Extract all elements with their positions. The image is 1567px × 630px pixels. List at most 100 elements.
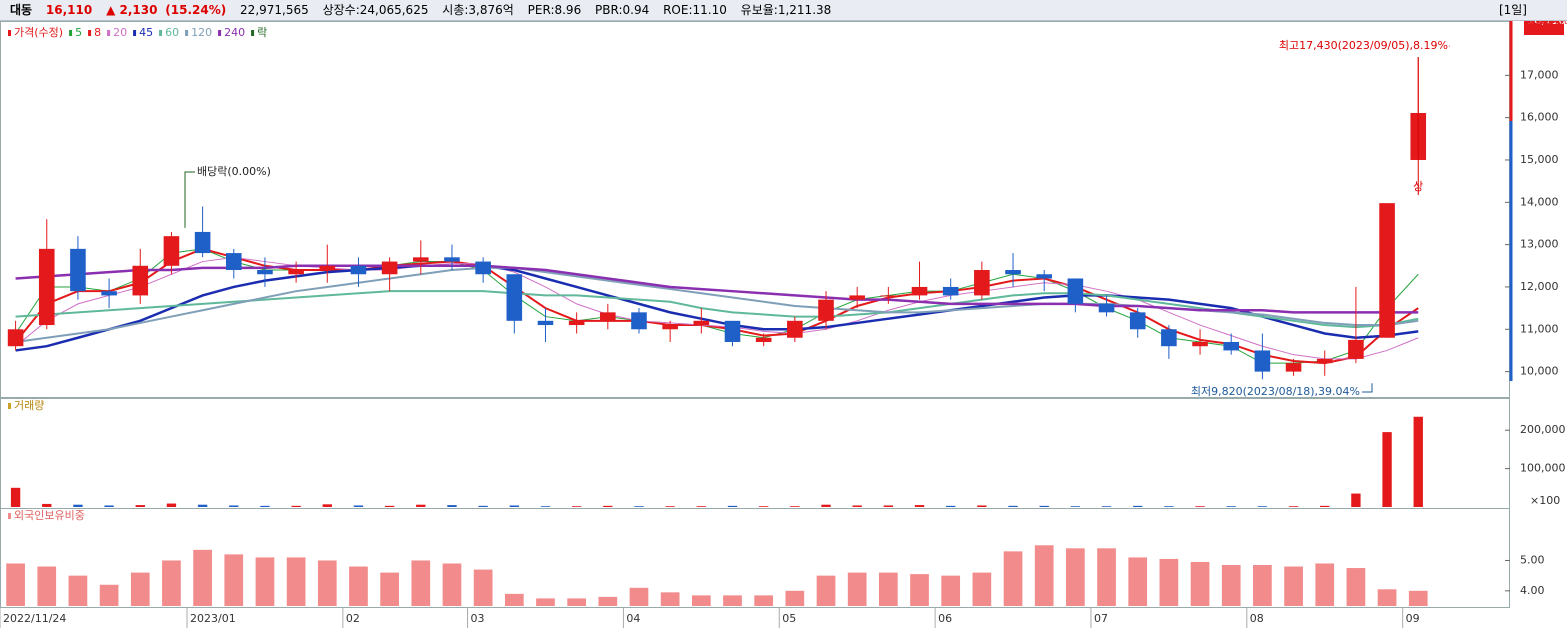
price-pane [0,21,1510,398]
bar [785,590,805,606]
candle-body [1005,270,1021,275]
bar [790,506,800,507]
bar [10,487,21,507]
candle-body [475,261,491,275]
candle-body [974,270,990,296]
bar [754,595,774,606]
bar [816,575,836,606]
legend-swatch [133,30,137,36]
x-tick-label: 02 [346,612,360,625]
bar [1377,589,1397,606]
candle-body [319,265,336,271]
y-tick-label: 5.00 [1520,553,1545,566]
bar [1226,506,1236,507]
x-tick-label: 08 [1250,612,1264,625]
bar [416,504,426,507]
bar [1257,506,1268,507]
bar [727,505,738,507]
bar [1128,557,1148,606]
bar [571,506,582,507]
legend-swatch [107,30,111,36]
unit-label: ×100 [1530,494,1560,507]
pbr: PBR:0.94 [595,3,650,17]
x-tick-label: 04 [626,612,640,625]
bar [1288,506,1299,507]
bar [1039,505,1049,507]
y-tick-label: 11,000 [1520,322,1559,335]
candle-body [724,320,741,342]
bar [68,575,88,606]
candle-body [194,231,211,254]
volume-pane [0,398,1510,509]
legend-swatch [185,30,189,36]
bar [1221,565,1241,606]
ma-line [14,247,1419,365]
candle-body [413,257,429,262]
candle-body [1316,358,1333,364]
bar [229,505,239,507]
y-tick-label: 12,000 [1520,280,1559,293]
y-tick-label: 100,000 [1520,462,1566,475]
bar [224,554,244,606]
price-tag-label: 16,110 [1527,21,1566,27]
candle-body [818,299,834,321]
annotation: 최저9,820(2023/08/18),39.04% [1191,385,1360,398]
bar [384,505,395,507]
bar [1253,565,1272,606]
roe: ROE:11.10 [663,3,727,17]
candle-body [942,286,959,296]
bar [1190,561,1210,606]
bar [447,505,457,507]
candle-body [444,257,460,262]
cap: 시총:3,876억 [442,3,514,17]
candle-body [849,295,865,300]
legend-label: 240 [224,26,245,39]
pane-swatch [8,403,11,409]
bar [603,505,613,507]
bar [1413,416,1423,507]
candle-body [600,312,616,321]
header-bar: 대동 16,110 ▲ 2,130 (15.24%) 22,971,565 상장… [0,0,1567,21]
bar [536,598,555,606]
candle-body [7,329,24,347]
ma-line [15,264,1419,352]
stock-name: 대동 [10,3,33,17]
bar [634,506,644,507]
bar [1133,505,1143,507]
bar [291,505,301,507]
annotation: 배당락(0.00%) [197,165,271,178]
bar [135,505,145,507]
x-tick-label: 2022/11/24 [3,612,66,625]
x-tick-label: 07 [1094,612,1108,625]
legend-label: 8 [94,26,101,39]
bar [42,503,52,507]
candle-body [568,320,585,326]
y-tick-label: 13,000 [1520,238,1559,251]
candle-body [911,286,928,296]
legend-swatch [8,30,11,36]
ma-line [15,264,1419,314]
bar [1101,506,1112,507]
period[interactable]: [1일] [1498,3,1527,17]
candle-body [1285,363,1302,372]
candle-body [225,253,242,271]
bar [166,503,177,507]
candle-body [163,236,180,266]
candle-body [257,270,273,275]
candle-body [1067,278,1084,304]
bar [941,575,961,606]
candle-body [537,320,554,326]
candle-body [1223,341,1240,351]
x-tick-label: 09 [1406,612,1420,625]
bar [598,596,618,606]
bar [696,506,707,507]
bar [1315,563,1335,606]
legend-swatch [88,30,92,36]
bar [540,506,551,507]
bar [847,572,867,606]
bar [660,592,680,606]
bar [1034,545,1054,606]
bar [1195,506,1205,507]
ma-line [15,248,1419,364]
bar [411,560,431,606]
